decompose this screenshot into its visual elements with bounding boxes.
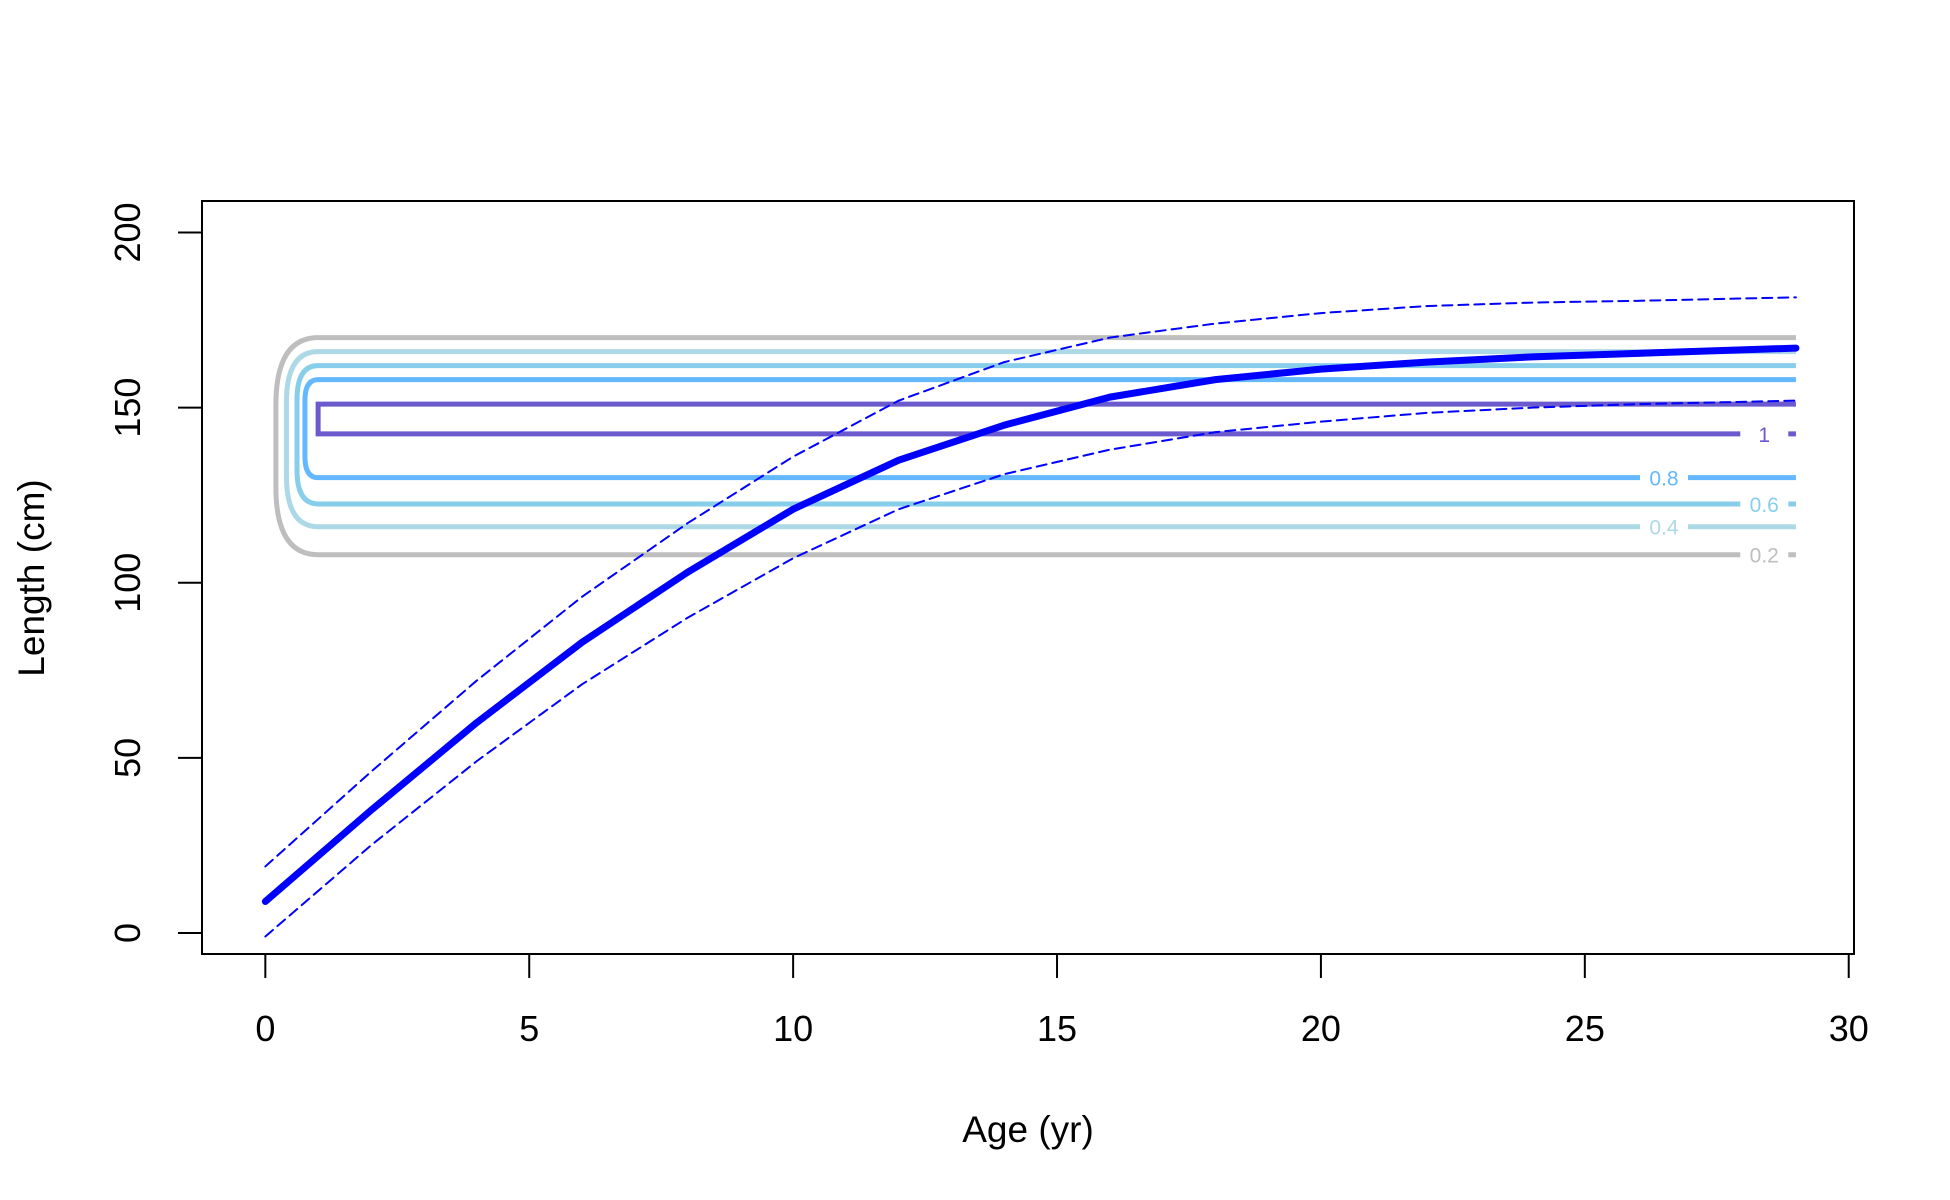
x-tick-label: 5	[519, 1008, 539, 1049]
contour-line-0-2	[273, 335, 1796, 558]
x-tick-label: 15	[1037, 1008, 1077, 1049]
x-tick-label: 30	[1829, 1008, 1869, 1049]
series-layer	[261, 296, 1800, 938]
x-axis-title: Age (yr)	[962, 1109, 1094, 1150]
contour-line-0-4	[283, 349, 1796, 530]
plot-frame	[201, 200, 1855, 955]
y-axis-title: Length (cm)	[11, 479, 52, 676]
y-tick-label: 150	[107, 378, 148, 438]
x-tick-label: 25	[1565, 1008, 1605, 1049]
contour-label: 0.2	[1750, 545, 1779, 568]
contour-label-gap	[1639, 516, 1688, 537]
contour-label-gap	[1639, 467, 1688, 488]
contour-layer: 0.2 0.4 0.6 0.8 1	[273, 335, 1796, 568]
y-tick-label: 200	[107, 202, 148, 262]
contour-label: 0.4	[1649, 517, 1679, 540]
contour-line-0-6	[294, 363, 1796, 507]
contour-line-0-8	[302, 377, 1796, 481]
series-line-lower	[264, 399, 1797, 938]
x-tick-label: 10	[773, 1008, 813, 1049]
y-tick-label: 50	[107, 738, 148, 778]
x-tick-label: 0	[255, 1008, 275, 1049]
contour-label: 0.6	[1750, 494, 1779, 517]
y-axis: 0 50 100 150 200	[107, 202, 203, 943]
x-tick-label: 20	[1301, 1008, 1341, 1049]
series-line-mean	[261, 344, 1800, 905]
contour-line-1	[315, 401, 1796, 437]
contour-label: 1	[1758, 424, 1770, 447]
y-tick-label: 0	[107, 923, 148, 943]
contour-label-gap	[1740, 493, 1789, 514]
contour-label: 0.8	[1649, 468, 1678, 491]
contour-label-gap	[1740, 423, 1789, 444]
y-tick-label: 100	[107, 553, 148, 613]
contour-label-gap	[1740, 544, 1789, 565]
x-axis: 0 5 10 15 20 25 30	[255, 953, 1869, 1049]
series-line-upper	[264, 296, 1797, 868]
